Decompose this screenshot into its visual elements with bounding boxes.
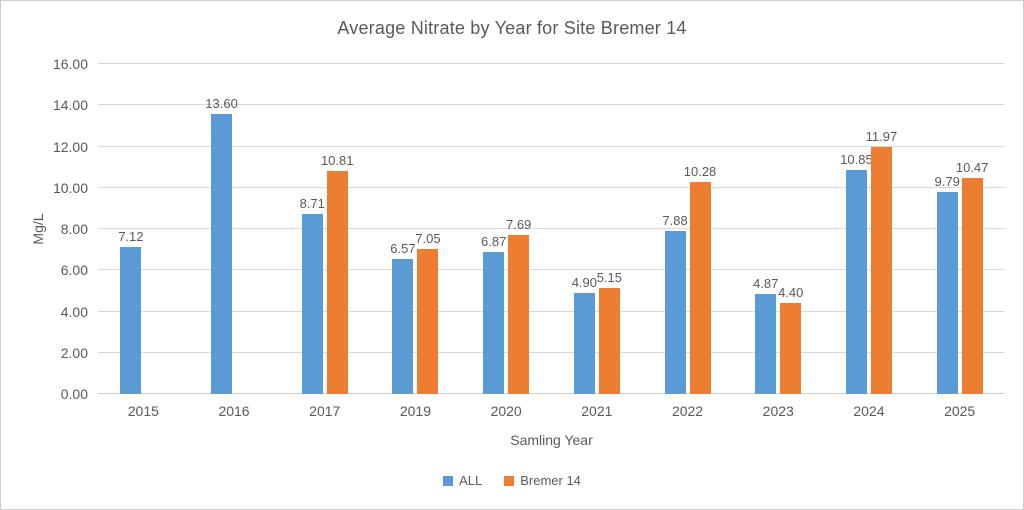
gridline (98, 145, 1005, 147)
x-tick-label-2022: 2022 (671, 403, 704, 419)
category-group-2024: 10.85 11.97 (824, 64, 915, 394)
category-group-2022: 7.88 10.28 (642, 64, 733, 394)
category-group-2023: 4.87 4.40 (733, 64, 824, 394)
y-tick-label: 2.00 (60, 344, 88, 361)
gridline (98, 104, 1005, 106)
category-group-2015: 7.12 (98, 64, 189, 394)
bar-all-2024 (845, 170, 867, 394)
bar-bremer-14-2020 (508, 235, 530, 394)
legend-item-bremer-14: Bremer 14 (504, 473, 581, 488)
x-axis-tick-labels: 2015 2016 2017 2019 2020 2021 2022 2023 2024 2025 (98, 403, 1005, 421)
plot-area: 7.12 13.60 8.71 10.81 6.57 7.05 6.87 7.69 4.90 5.… (98, 63, 1005, 394)
data-label-all-2024: 10.85 (840, 152, 873, 168)
x-axis-line (98, 393, 1005, 394)
gridline (98, 228, 1005, 229)
gridline (98, 186, 1005, 188)
bar-all-2017 (301, 214, 323, 394)
bar-all-2021 (573, 292, 595, 394)
y-tick-label: 0.00 (60, 386, 88, 402)
y-tick-label: 6.00 (60, 262, 88, 279)
bar-all-2015 (120, 247, 142, 394)
legend-label: ALL (459, 473, 483, 488)
bar-bremer-14-2021 (598, 287, 620, 394)
data-label-all-2021: 4.90 (571, 274, 598, 290)
bar-all-2019 (392, 258, 414, 394)
legend-swatch-icon (443, 475, 454, 486)
bar-all-2025 (936, 192, 958, 394)
legend-label: Bremer 14 (520, 473, 581, 488)
bar-all-2023 (755, 293, 777, 394)
y-tick-label: 8.00 (60, 221, 88, 237)
y-tick-label: 14.00 (52, 97, 88, 114)
category-group-2025: 9.79 10.47 (914, 64, 1005, 394)
gridline (98, 269, 1005, 271)
category-group-2021: 4.90 5.15 (552, 64, 643, 394)
data-label-all-2023: 4.87 (753, 275, 779, 291)
bar-bremer-14-2022 (689, 181, 711, 394)
bar-all-2020 (483, 252, 505, 394)
category-group-2016: 13.60 (189, 64, 280, 394)
data-label-bremer-14-2025: 10.47 (955, 160, 989, 176)
data-label-bremer-14-2023: 4.40 (778, 285, 804, 301)
data-label-bremer-14-2022: 10.28 (683, 163, 717, 179)
gridline (98, 310, 1005, 312)
y-tick-label: 4.00 (60, 303, 88, 320)
gridline (98, 63, 1005, 64)
x-tick-label-2015: 2015 (127, 403, 159, 419)
data-label-bremer-14-2017: 10.81 (320, 153, 354, 169)
x-tick-label-2017: 2017 (309, 403, 341, 419)
x-tick-label-2021: 2021 (581, 403, 613, 419)
data-label-all-2015: 7.12 (118, 229, 144, 245)
data-label-bremer-14-2019: 7.05 (415, 230, 441, 246)
category-group-2020: 6.87 7.69 (461, 64, 552, 394)
gridline (98, 351, 1005, 353)
data-label-all-2020: 6.87 (481, 234, 507, 250)
x-tick-label-2024: 2024 (853, 403, 885, 419)
data-label-all-2016: 13.60 (205, 95, 238, 111)
data-label-bremer-14-2021: 5.15 (596, 269, 622, 285)
x-tick-label-2016: 2016 (218, 403, 250, 419)
y-tick-label: 12.00 (52, 138, 88, 155)
data-label-all-2017: 8.71 (299, 196, 325, 212)
category-group-2017: 8.71 10.81 (279, 64, 370, 394)
category-group-2019: 6.57 7.05 (370, 64, 461, 394)
x-tick-label-2020: 2020 (490, 403, 522, 419)
chart-title: Average Nitrate by Year for Site Bremer … (337, 18, 687, 38)
x-axis-title: Samling Year (510, 432, 593, 448)
y-axis-tick-labels: 0.00 2.00 4.00 6.00 8.00 10.00 12.00 14.00 16.00 (1, 56, 88, 402)
bar-all-2016 (211, 113, 233, 394)
bar-bremer-14-2024 (870, 147, 892, 394)
data-label-bremer-14-2020: 7.69 (505, 217, 532, 233)
legend-item-all: ALL (443, 473, 482, 488)
bar-bremer-14-2019 (417, 248, 439, 394)
bar-bremer-14-2023 (780, 303, 802, 394)
data-label-all-2025: 9.79 (934, 174, 960, 190)
data-label-all-2019: 6.57 (390, 240, 416, 256)
legend-swatch-icon (504, 475, 515, 486)
y-tick-label: 16.00 (52, 56, 88, 72)
bar-bremer-14-2025 (961, 178, 983, 394)
x-tick-label-2025: 2025 (944, 403, 976, 419)
x-tick-label-2023: 2023 (762, 403, 794, 419)
x-tick-label-2019: 2019 (399, 403, 432, 419)
y-tick-label: 10.00 (52, 179, 88, 196)
bar-bremer-14-2017 (326, 171, 348, 394)
legend: ALL Bremer 14 (1, 473, 1023, 488)
data-label-all-2022: 7.88 (662, 213, 688, 229)
data-label-bremer-14-2024: 11.97 (865, 129, 898, 145)
bar-all-2022 (664, 231, 686, 394)
